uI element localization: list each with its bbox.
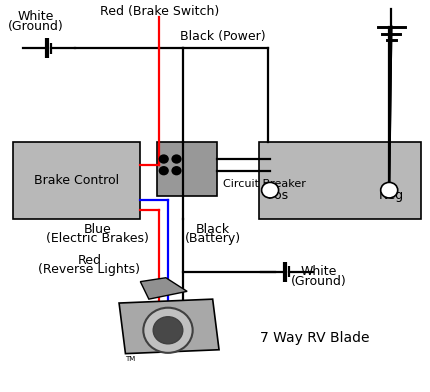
- FancyBboxPatch shape: [259, 142, 420, 220]
- Text: (Battery): (Battery): [184, 232, 240, 245]
- Polygon shape: [140, 278, 187, 299]
- Polygon shape: [119, 299, 218, 354]
- Circle shape: [158, 154, 169, 164]
- Text: (Ground): (Ground): [8, 20, 64, 33]
- Text: (Reverse Lights): (Reverse Lights): [38, 263, 140, 276]
- Circle shape: [261, 182, 278, 198]
- Text: Red (Brake Switch): Red (Brake Switch): [100, 5, 218, 18]
- Circle shape: [143, 308, 192, 353]
- Circle shape: [171, 154, 181, 164]
- Text: TM: TM: [125, 356, 135, 361]
- Circle shape: [153, 317, 182, 344]
- Circle shape: [171, 166, 181, 175]
- Text: White: White: [300, 265, 336, 278]
- Text: Pos: Pos: [267, 189, 289, 203]
- Circle shape: [380, 182, 397, 198]
- Circle shape: [158, 166, 169, 175]
- Text: Blue: Blue: [84, 223, 111, 236]
- FancyBboxPatch shape: [157, 142, 216, 196]
- Text: White: White: [18, 11, 54, 24]
- FancyBboxPatch shape: [13, 142, 140, 220]
- Text: Red: Red: [77, 254, 101, 267]
- Text: (Electric Brakes): (Electric Brakes): [46, 232, 149, 245]
- Text: Black: Black: [195, 223, 229, 236]
- Text: (Ground): (Ground): [290, 275, 346, 288]
- Text: 7 Way RV Blade: 7 Way RV Blade: [259, 331, 369, 345]
- Text: Brake Control: Brake Control: [34, 174, 119, 187]
- Text: Circuit Breaker: Circuit Breaker: [223, 179, 305, 189]
- Text: Neg: Neg: [378, 189, 403, 203]
- Text: Black (Power): Black (Power): [180, 30, 265, 43]
